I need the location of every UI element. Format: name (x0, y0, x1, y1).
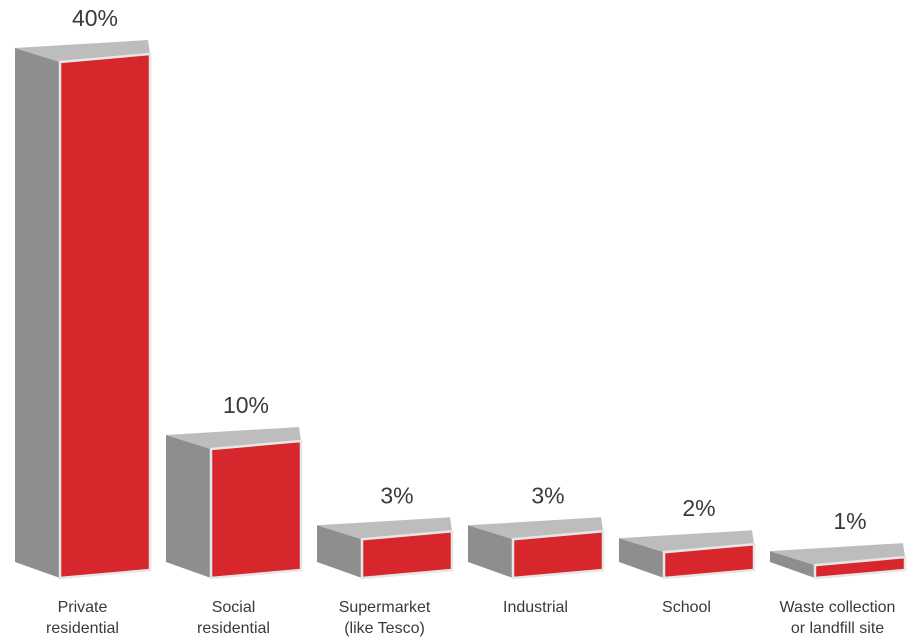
bar-side (468, 525, 513, 578)
bar-group: 10% (166, 392, 303, 580)
bar (360, 529, 454, 580)
bar-side (317, 525, 362, 578)
bar-group: 2% (619, 495, 756, 580)
category-label: residential (46, 620, 119, 637)
category-label: Waste collection (780, 599, 896, 616)
data-label: 10% (223, 392, 269, 418)
bar-group: 1% (770, 508, 907, 580)
category-label: School (662, 599, 711, 616)
category-label: Industrial (503, 599, 568, 616)
bar (58, 52, 152, 580)
bar-side (770, 551, 815, 578)
data-label: 1% (833, 508, 866, 534)
data-label: 40% (72, 5, 118, 31)
category-label: or landfill site (791, 620, 884, 637)
bar-group: 3% (468, 482, 605, 580)
data-label: 3% (380, 482, 413, 508)
bar (209, 439, 303, 580)
bar (511, 529, 605, 580)
bar-group: 40% (15, 5, 152, 580)
bar-group: 3% (317, 482, 454, 580)
bar-side (15, 48, 60, 578)
data-label: 3% (531, 482, 564, 508)
category-label: (like Tesco) (344, 620, 425, 637)
bar (813, 555, 907, 580)
bar (662, 542, 756, 580)
bar-side (166, 435, 211, 578)
data-label: 2% (682, 495, 715, 521)
category-label: Social (212, 599, 256, 616)
category-label: residential (197, 620, 270, 637)
category-label: Private (58, 599, 108, 616)
bar-side (619, 538, 664, 578)
category-label: Supermarket (339, 599, 431, 616)
